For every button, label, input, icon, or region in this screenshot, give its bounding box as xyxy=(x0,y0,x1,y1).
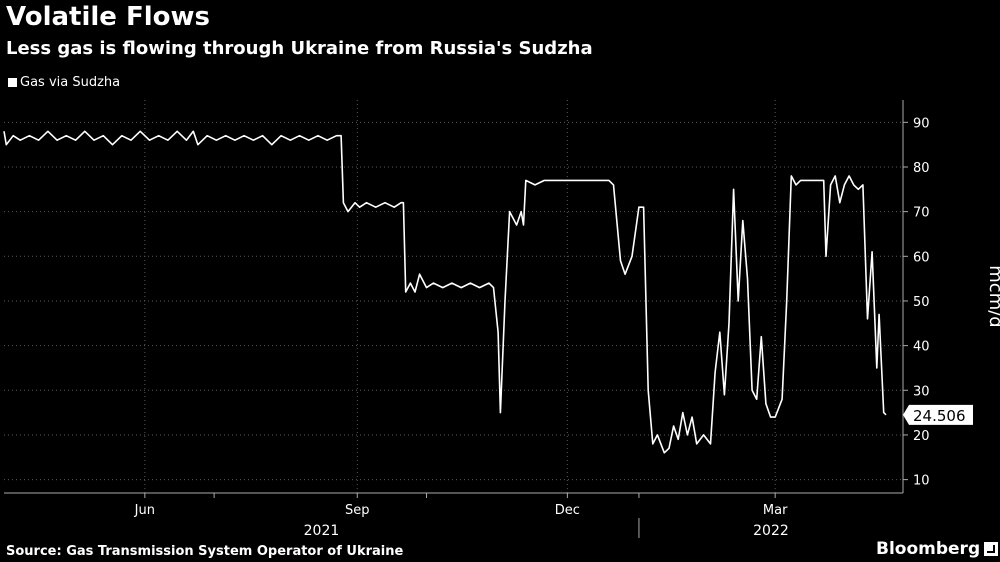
legend-label: Gas via Sudzha xyxy=(20,75,121,90)
y-tick-label: 30 xyxy=(913,384,930,399)
y-tick-label: 90 xyxy=(913,116,930,131)
last-value-label: 24.506 xyxy=(903,404,973,425)
y-tick-label: 60 xyxy=(913,250,930,265)
brand-label: Bloomberg xyxy=(876,539,981,559)
y-axis-title: mcm/d xyxy=(985,265,1000,327)
x-tick-label: Dec xyxy=(555,503,580,518)
x-tick-label: Mar xyxy=(763,503,788,518)
bloomberg-logo: Bloomberg xyxy=(876,539,999,559)
y-tick-label: 80 xyxy=(913,161,930,176)
y-tick-label: 20 xyxy=(913,429,930,444)
series-line-gas-via-sudzha xyxy=(3,130,887,454)
y-tick-label: 10 xyxy=(913,474,930,489)
last-value-box xyxy=(903,404,973,425)
year-label-2021: 2021 xyxy=(304,523,340,539)
grid-lines xyxy=(4,100,903,493)
bloomberg-terminal-icon xyxy=(984,542,999,556)
y-tick-label: 50 xyxy=(913,295,930,310)
y-tick-label: 40 xyxy=(913,340,930,355)
year-label-2022: 2022 xyxy=(753,523,789,539)
chart-title: Volatile Flows xyxy=(6,2,210,32)
x-tick-label: Jun xyxy=(134,503,155,518)
chart-subtitle: Less gas is flowing through Ukraine from… xyxy=(6,38,593,59)
axes: 10 20 30 40 50 60 70 80 90 Jun Sep Dec Mar 2021 2022 xyxy=(4,100,930,539)
last-value-text: 24.506 xyxy=(913,407,966,425)
legend-swatch xyxy=(8,78,17,87)
y-tick-label: 70 xyxy=(913,206,930,221)
x-tick-label: Sep xyxy=(345,503,370,518)
source-note: Source: Gas Transmission System Operator… xyxy=(6,544,404,559)
legend: Gas via Sudzha xyxy=(8,75,120,90)
